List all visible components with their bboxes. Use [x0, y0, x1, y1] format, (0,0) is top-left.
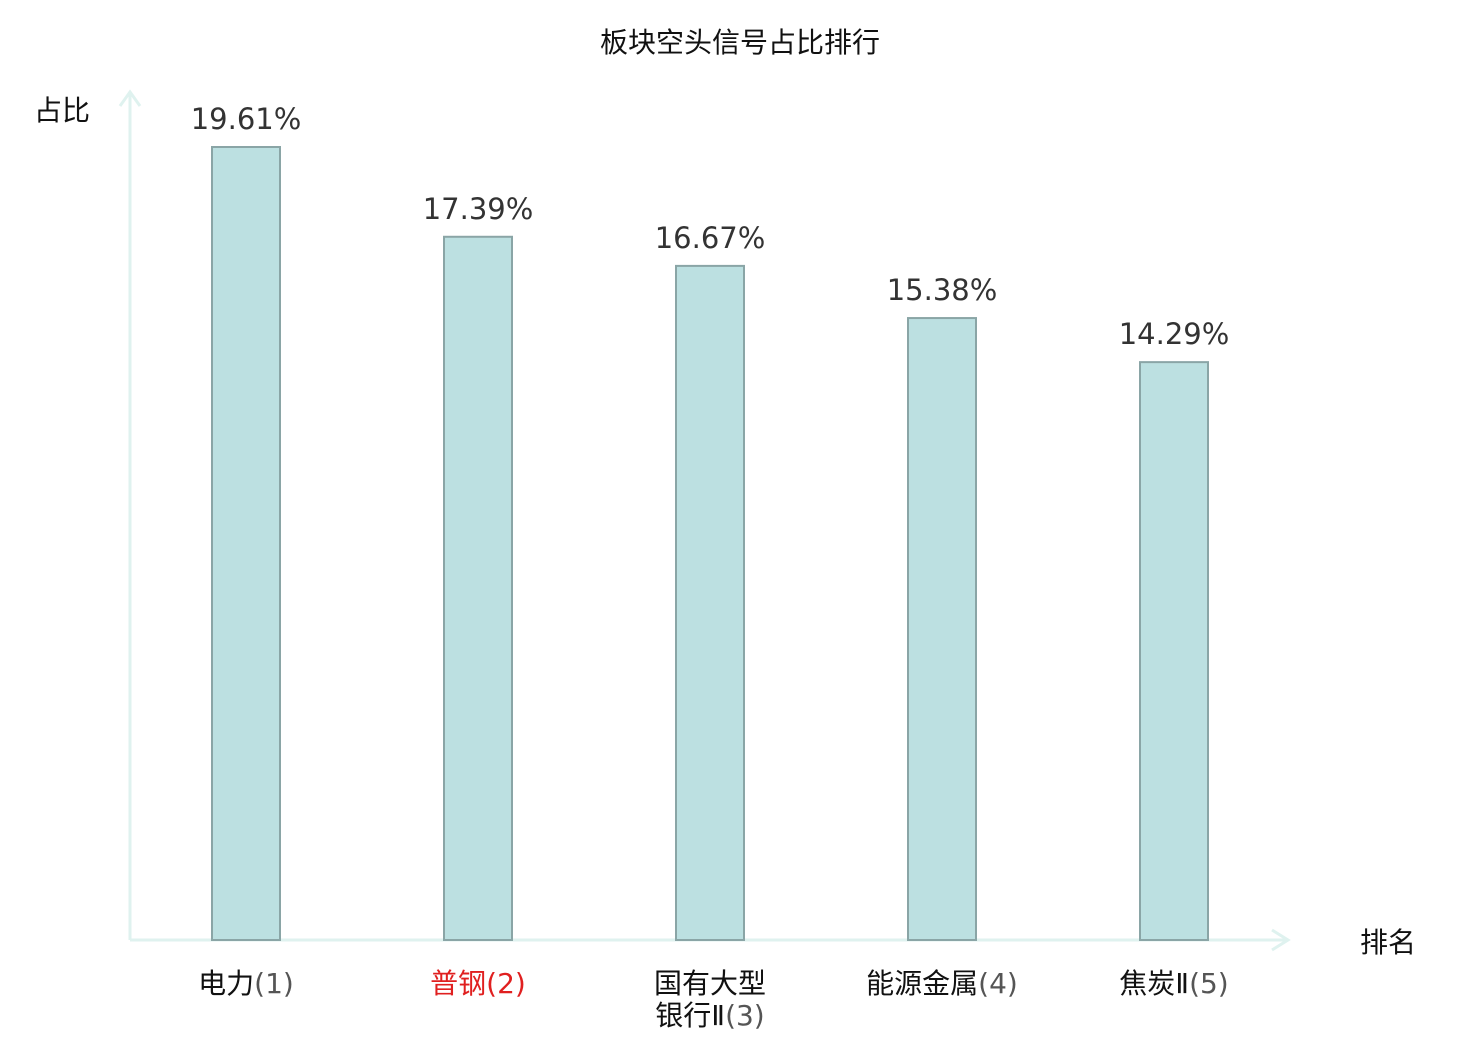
- bar-2: [443, 235, 513, 942]
- y-axis: [118, 89, 142, 940]
- chart-title: 板块空头信号占比排行: [600, 26, 880, 59]
- bar-3: [675, 264, 745, 941]
- value-label-4: 15.38%: [887, 273, 998, 307]
- x-tick-label-1: 电力(1): [198, 967, 294, 1000]
- y-axis-label: 占比: [34, 94, 90, 127]
- x-tick-label-3-line-1: 国有大型: [654, 967, 766, 1000]
- value-label-1: 19.61%: [191, 102, 302, 136]
- x-axis-label: 排名: [1360, 926, 1416, 959]
- y-axis-arrow-icon: [118, 89, 142, 107]
- value-labels: 19.61% 17.39% 16.67% 15.38% 14.29%: [191, 102, 1230, 351]
- bar-1: [211, 146, 281, 941]
- x-tick-label-4: 能源金属(4): [866, 967, 1018, 1000]
- bar-5: [1139, 361, 1209, 941]
- value-label-3: 16.67%: [655, 221, 766, 255]
- x-tick-label-3-line-2: 银行Ⅱ(3): [655, 999, 764, 1032]
- x-axis-arrow-icon: [1271, 928, 1291, 952]
- x-tick-label-5: 焦炭Ⅱ(5): [1119, 967, 1228, 1000]
- value-label-5: 14.29%: [1119, 317, 1230, 351]
- bars: [211, 146, 1209, 942]
- bar-4: [907, 317, 977, 942]
- x-tick-label-2: 普钢(2): [430, 967, 526, 1000]
- value-label-2: 17.39%: [423, 192, 534, 226]
